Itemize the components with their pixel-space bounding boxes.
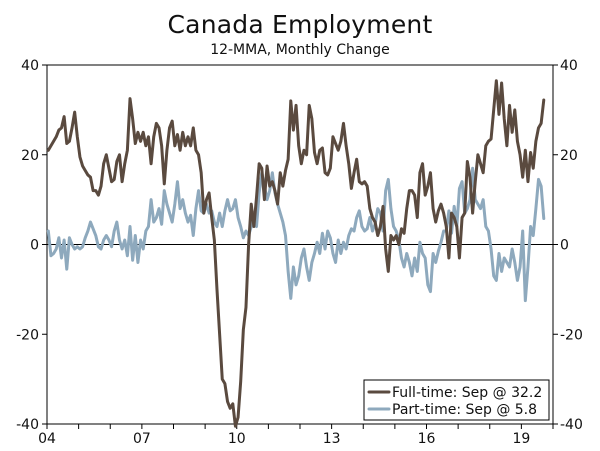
y-tick-label-right: -40: [560, 417, 583, 433]
x-tick-label: 13: [323, 431, 341, 447]
series-layer: [46, 79, 546, 428]
x-tick-label: 07: [133, 431, 151, 447]
legend-box: [363, 379, 550, 421]
chart-title: Canada Employment: [167, 10, 433, 39]
legend-label-part-time: Part-time: Sep @ 5.8: [392, 402, 537, 418]
x-tick-label: 10: [228, 431, 246, 447]
y-tick-label-left: 20: [21, 148, 39, 164]
y-tick-label-right: 0: [560, 238, 569, 254]
y-tick-label-right: -20: [560, 327, 583, 343]
y-tick-label-left: -40: [16, 417, 39, 433]
x-tick-label: 16: [418, 431, 436, 447]
y-tick-label-left: 0: [30, 238, 39, 254]
x-tick-label: 19: [512, 431, 530, 447]
series-line-part-time: [46, 166, 546, 303]
y-tick-label-right: 40: [560, 58, 578, 74]
y-axis-right: -40 -20 0 20 40: [553, 58, 583, 433]
y-tick-label-right: 20: [560, 148, 578, 164]
y-axis-left: -40 -20 0 20 40: [16, 58, 47, 433]
y-tick-label-left: -20: [16, 327, 39, 343]
chart-subtitle: 12-MMA, Monthly Change: [210, 42, 390, 58]
x-tick-label: 04: [38, 431, 56, 447]
series-line-full-time: [46, 79, 546, 428]
y-tick-label-left: 40: [21, 58, 39, 74]
x-axis: 04 07 10 13 16 19: [38, 424, 554, 447]
legend-label-full-time: Full-time: Sep @ 32.2: [392, 385, 542, 401]
